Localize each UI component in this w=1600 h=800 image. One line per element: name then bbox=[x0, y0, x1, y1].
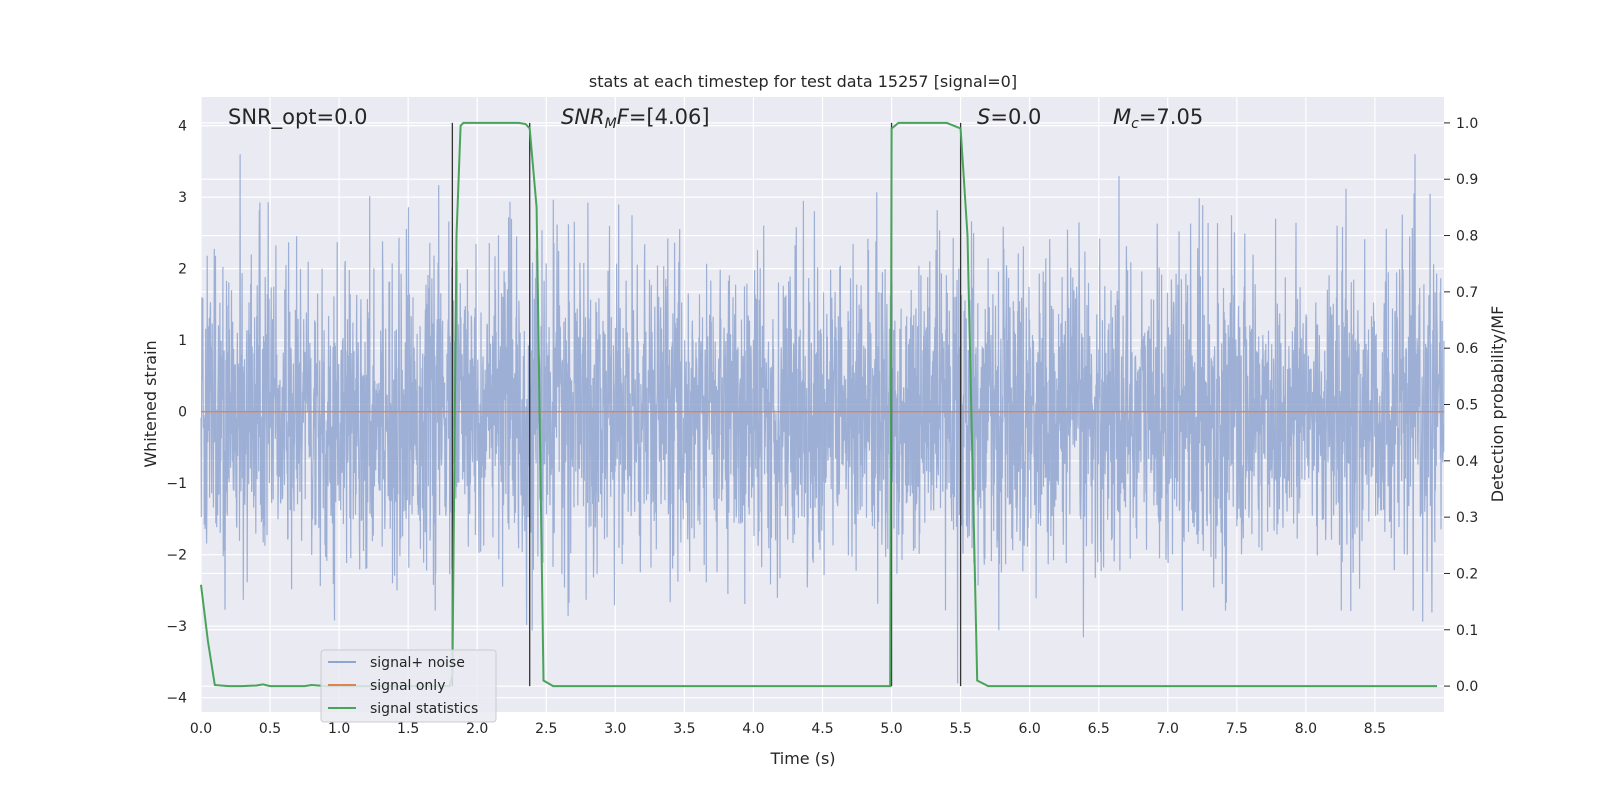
y-tick-label: 4 bbox=[178, 119, 187, 135]
y-right-tick-label: 0.4 bbox=[1456, 454, 1478, 470]
legend: signal+ noise signal only signal statist… bbox=[320, 649, 497, 723]
y-axis-right: 1.0 0.9 0.8 0.7 0.6 0.5 0.4 0.3 0.2 0.1 0.0 bbox=[1444, 116, 1478, 695]
y-tick-label: 0 bbox=[178, 405, 187, 421]
x-tick-label: 5.0 bbox=[880, 721, 902, 737]
y-right-tick-label: 0.6 bbox=[1456, 341, 1478, 357]
statistics-series bbox=[200, 121, 1438, 688]
x-tick-label: 7.0 bbox=[1157, 721, 1179, 737]
y-axis-left: 4 3 2 1 0 −1 −2 −3 −4 bbox=[166, 119, 187, 707]
x-axis-label: Time (s) bbox=[769, 749, 835, 768]
x-tick-label: 2.0 bbox=[466, 721, 488, 737]
y-tick-label: −4 bbox=[166, 691, 187, 707]
y-tick-label: −2 bbox=[166, 548, 187, 564]
annotation-mc: Mc=7.05 bbox=[1113, 105, 1203, 132]
y-right-tick-label: 0.5 bbox=[1456, 398, 1478, 414]
x-axis: 0.0 0.5 1.0 1.5 2.0 2.5 3.0 3.5 4.0 4.5 5.0 5.5 6.0 6… bbox=[190, 721, 1386, 737]
y-tick-label: −3 bbox=[166, 619, 187, 635]
y-right-tick-label: 0.0 bbox=[1456, 679, 1478, 695]
noise-series bbox=[200, 154, 1445, 684]
x-tick-label: 6.0 bbox=[1019, 721, 1041, 737]
legend-label-signal-only: signal only bbox=[370, 678, 445, 694]
y-right-tick-label: 0.2 bbox=[1456, 566, 1478, 582]
annotation-snr-opt: SNR_opt=0.0 bbox=[228, 105, 368, 130]
x-tick-label: 4.0 bbox=[742, 721, 764, 737]
noise-line bbox=[200, 154, 1445, 684]
x-tick-label: 8.0 bbox=[1295, 721, 1317, 737]
y-right-tick-label: 0.8 bbox=[1456, 229, 1478, 245]
x-tick-label: 4.5 bbox=[811, 721, 833, 737]
x-tick-label: 1.0 bbox=[328, 721, 350, 737]
legend-label-statistics: signal statistics bbox=[370, 701, 478, 717]
x-tick-label: 0.0 bbox=[190, 721, 212, 737]
annotation-s: S=0.0 bbox=[977, 105, 1041, 129]
y-right-tick-label: 0.9 bbox=[1456, 172, 1478, 188]
annotation-snr-mf: SNRMF=[4.06] bbox=[561, 105, 710, 132]
x-tick-label: 6.5 bbox=[1088, 721, 1110, 737]
chart-title: stats at each timestep for test data 152… bbox=[589, 72, 1017, 91]
y-right-tick-label: 0.3 bbox=[1456, 510, 1478, 526]
y-axis-label: Whitened strain bbox=[141, 340, 160, 467]
x-tick-label: 1.5 bbox=[397, 721, 419, 737]
x-tick-label: 2.5 bbox=[535, 721, 557, 737]
y-axis-right-label: Detection probability/MF bbox=[1488, 306, 1507, 503]
y-tick-label: −1 bbox=[166, 476, 187, 492]
legend-box bbox=[320, 649, 497, 723]
x-tick-label: 8.5 bbox=[1364, 721, 1386, 737]
x-tick-label: 3.0 bbox=[604, 721, 626, 737]
y-right-tick-label: 1.0 bbox=[1456, 116, 1478, 132]
x-tick-label: 3.5 bbox=[673, 721, 695, 737]
x-tick-label: 0.5 bbox=[259, 721, 281, 737]
y-tick-label: 1 bbox=[178, 333, 187, 349]
y-right-tick-label: 0.7 bbox=[1456, 285, 1478, 301]
y-right-tick-label: 0.1 bbox=[1456, 623, 1478, 639]
x-tick-label: 7.5 bbox=[1226, 721, 1248, 737]
y-tick-label: 3 bbox=[178, 190, 187, 206]
legend-label-noise: signal+ noise bbox=[370, 655, 465, 671]
statistics-line bbox=[200, 121, 1438, 688]
x-tick-label: 5.5 bbox=[949, 721, 971, 737]
y-tick-label: 2 bbox=[178, 262, 187, 278]
